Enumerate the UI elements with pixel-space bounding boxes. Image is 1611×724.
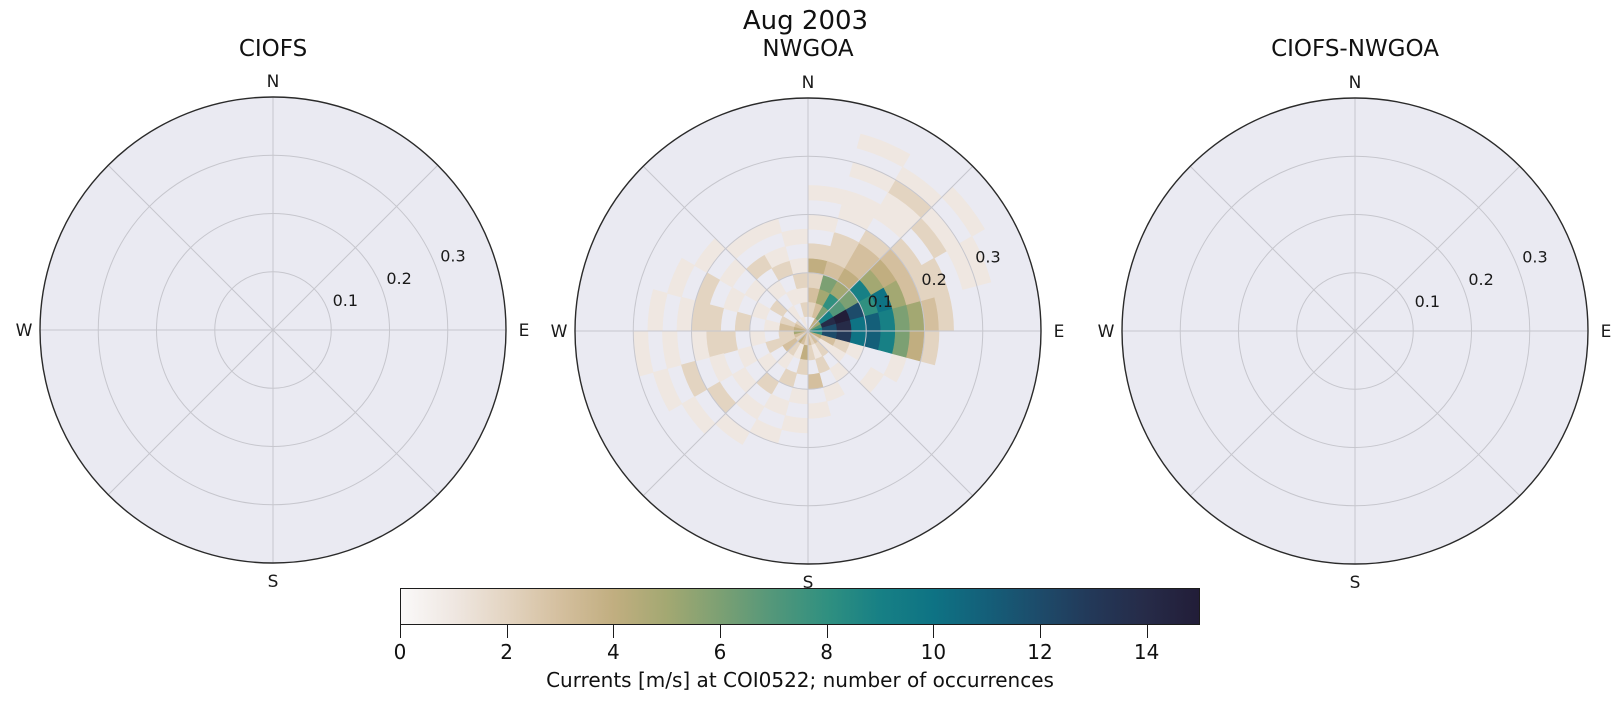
compass-label-west: W: [1098, 322, 1115, 342]
histogram-cell: [807, 400, 831, 419]
subplot-title-nwgoa: NWGOA: [762, 36, 854, 62]
polar-axes-ciofs: 0.1 0.2 0.3 N E S W: [16, 72, 530, 592]
colorbar-gradient: [400, 588, 1200, 625]
r-tick-label: 0.3: [440, 246, 465, 265]
histogram-cell: [781, 228, 809, 247]
grid-spoke: [1354, 330, 1521, 497]
grid-spoke: [642, 330, 809, 497]
compass-label-south: S: [268, 572, 279, 592]
grid-spoke: [107, 164, 274, 331]
polar-plot-ciofs: 0.1 0.2 0.3 N E S W: [13, 68, 543, 603]
histogram-cell: [807, 257, 828, 276]
histogram-cell: [800, 316, 809, 332]
histogram-cell: [877, 308, 896, 332]
compass-label-south: S: [1350, 573, 1361, 593]
compass-label-east: E: [1601, 322, 1611, 342]
histogram-cell: [807, 243, 831, 262]
r-tick-label: 0.3: [975, 247, 1000, 266]
colorbar-tick-label: 2: [500, 640, 514, 664]
grid-spoke: [272, 329, 439, 496]
compass-label-south: S: [803, 573, 814, 593]
colorbar-tick-label: 12: [1027, 640, 1053, 664]
polar-grid: [1122, 98, 1588, 564]
polar-plot-ciofs-nwgoa: 0.1 0.2 0.3 N E S W: [1095, 69, 1611, 604]
histogram-cell: [720, 330, 739, 354]
colorbar-tick-mark: [720, 625, 721, 638]
polar-boundary: [574, 97, 1042, 565]
histogram-cell: [877, 330, 896, 354]
grid-spoke: [107, 329, 274, 496]
histogram-cell: [788, 386, 809, 405]
colorbar-tick-label: 8: [820, 640, 834, 664]
polar-grid: [40, 97, 506, 563]
polar-boundary: [39, 96, 507, 564]
colorbar-tick-mark: [400, 625, 401, 638]
grid-spoke: [1189, 330, 1356, 497]
figure-title: Aug 2003: [742, 6, 869, 36]
r-tick-label: 0.2: [386, 269, 411, 288]
r-tick-label: 0.3: [1522, 247, 1547, 266]
colorbar-tick-mark: [1040, 625, 1041, 638]
r-tick-label: 0.1: [1415, 292, 1440, 311]
subplot-title-ciofs-nwgoa: CIOFS-NWGOA: [1271, 36, 1439, 62]
r-tick-label: 0.1: [868, 292, 893, 311]
polar-grid: [575, 98, 1041, 564]
histogram-cell: [863, 330, 882, 351]
r-tick-label: 0.2: [921, 270, 946, 289]
colorbar-tick-label: 0: [393, 640, 407, 664]
compass-label-west: W: [551, 322, 568, 342]
colorbar-tick-label: 14: [1133, 640, 1160, 664]
colorbar-tick-mark: [933, 625, 935, 638]
colorbar-label: Currents [m/s] at COI0522; number of occ…: [546, 668, 1054, 692]
r-tick-label: 0.1: [333, 291, 358, 310]
histogram-cell: [734, 311, 753, 332]
grid-spoke: [807, 330, 974, 497]
polar-axes-nwgoa: 0.1 0.2 0.3 N E S W: [551, 73, 1065, 593]
grid-spoke: [272, 164, 439, 331]
colorbar: 0 2 4 6 8 10 12 14 Currents [m/s] at COI0522; n…: [394, 588, 1200, 692]
compass-label-east: E: [1054, 322, 1065, 342]
colorbar-tick-mark: [506, 625, 508, 638]
colorbar-tick-mark: [826, 625, 828, 638]
grid-spoke: [1354, 165, 1521, 332]
histogram-cell: [856, 133, 911, 168]
polar-boundary: [1121, 97, 1589, 565]
histogram-cell: [781, 415, 809, 434]
grid-spoke: [1189, 165, 1356, 332]
polar-plot-nwgoa: 0.1 0.2 0.3 N E S W: [548, 69, 1078, 604]
r-tick-label: 0.2: [1468, 270, 1493, 289]
colorbar-tick-label: 6: [713, 640, 727, 664]
colorbar-tick-mark: [1146, 625, 1148, 638]
colorbar-tick-label: 10: [920, 640, 947, 664]
colorbar-tick-mark: [613, 625, 615, 638]
colorbar-tick-label: 4: [606, 640, 620, 664]
subplot-title-ciofs: CIOFS: [238, 36, 308, 62]
compass-label-north: N: [1349, 73, 1362, 93]
grid-spoke: [642, 165, 809, 332]
compass-label-east: E: [519, 321, 530, 341]
histogram-cell: [859, 367, 885, 394]
grid-spoke: [807, 165, 974, 332]
polar-axes-ciofs-nwgoa: 0.1 0.2 0.3 N E S W: [1098, 73, 1611, 593]
compass-label-north: N: [802, 73, 815, 93]
compass-label-north: N: [267, 72, 280, 92]
compass-label-west: W: [16, 321, 33, 341]
